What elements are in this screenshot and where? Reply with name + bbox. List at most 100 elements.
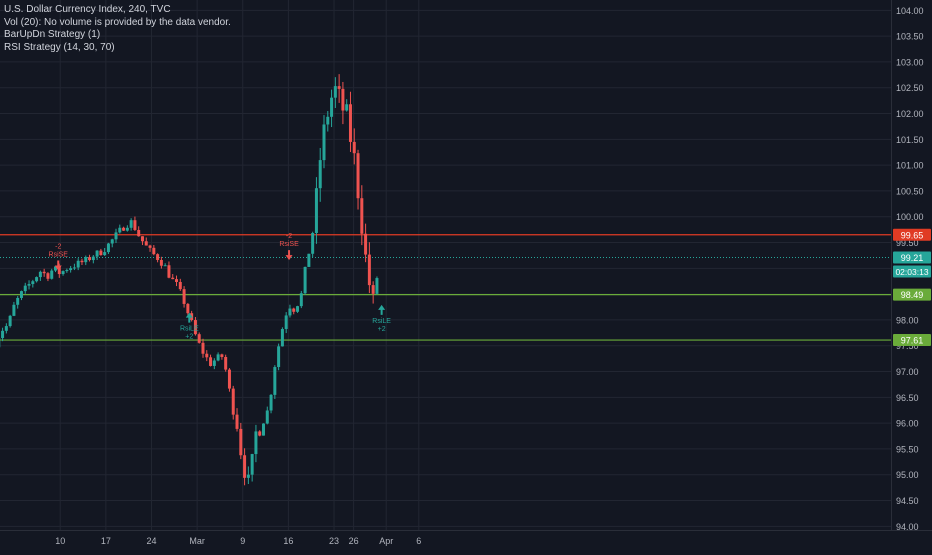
candle-body <box>224 357 227 370</box>
price-tick-label: 94.50 <box>896 496 919 506</box>
level-label-support-upper: 98.49 <box>901 290 924 300</box>
time-tick-label: 23 <box>329 536 339 546</box>
candle <box>9 315 12 328</box>
candle-body <box>357 153 360 198</box>
candle-body <box>341 89 344 111</box>
candle-body <box>258 431 261 435</box>
signal-qty: +2 <box>185 334 193 341</box>
price-tick-label: 98.00 <box>896 315 919 325</box>
candle-body <box>156 254 159 260</box>
candle-body <box>50 271 53 279</box>
candle <box>28 280 31 289</box>
candle <box>217 352 220 361</box>
candle <box>349 92 352 152</box>
legend-title[interactable]: U.S. Dollar Currency Index, 240, TVC <box>4 4 231 17</box>
candle-body <box>236 415 239 429</box>
candle-body <box>77 261 80 268</box>
candle <box>277 344 280 371</box>
candle-body <box>228 370 231 389</box>
candle <box>209 355 212 367</box>
candle <box>213 358 216 369</box>
time-tick-label: Mar <box>189 536 205 546</box>
candle-body <box>164 265 167 266</box>
candle-body <box>186 304 189 313</box>
candle <box>300 291 303 308</box>
candle-body <box>92 257 95 260</box>
candle-body <box>133 220 136 230</box>
candle <box>69 266 72 273</box>
candle <box>228 368 231 392</box>
level-label-resistance: 99.65 <box>901 230 924 240</box>
candle <box>270 394 273 413</box>
candle <box>262 423 265 435</box>
candle <box>292 308 295 315</box>
candle-body <box>345 104 348 110</box>
legend-strategy-barupdn[interactable]: BarUpDn Strategy (1) <box>4 29 231 42</box>
candle <box>31 280 34 288</box>
candle <box>201 339 204 358</box>
candle <box>236 408 239 431</box>
candle <box>73 264 76 270</box>
candle-body <box>311 233 314 254</box>
candle <box>43 269 46 277</box>
candle-body <box>217 354 220 360</box>
candle <box>118 225 121 234</box>
candle-body <box>28 284 31 286</box>
candle-body <box>5 326 8 331</box>
candle <box>372 281 375 303</box>
candle-body <box>130 220 133 228</box>
candle <box>164 263 167 266</box>
candle-body <box>65 270 68 271</box>
candle <box>62 270 65 275</box>
candle-body <box>273 367 276 395</box>
candle <box>375 276 378 294</box>
candle <box>88 255 91 262</box>
price-axis[interactable]: 94.0094.5095.0095.5096.0096.5097.0097.50… <box>891 0 932 550</box>
candle <box>20 291 23 300</box>
signal-label: RsiSE <box>279 241 299 248</box>
candle-body <box>338 86 341 89</box>
candle <box>1 328 4 341</box>
signal-arrow-down-icon <box>286 250 293 260</box>
candle-body <box>167 265 170 277</box>
candle <box>368 242 371 293</box>
signal-qty: -2 <box>55 243 61 250</box>
signal-long[interactable]: RsiLE+2 <box>180 313 199 341</box>
candle-body <box>20 291 23 298</box>
candle-body <box>1 331 4 338</box>
candle <box>224 355 227 372</box>
candle-body <box>103 252 106 255</box>
legend-volume-note[interactable]: Vol (20): No volume is provided by the d… <box>4 17 231 30</box>
candle-body <box>292 309 295 312</box>
candle-body <box>315 188 318 233</box>
candle <box>220 354 223 360</box>
candle <box>171 274 174 279</box>
candle <box>126 225 129 231</box>
price-tick-label: 95.00 <box>896 470 919 480</box>
signal-long[interactable]: RsiLE+2 <box>372 305 391 333</box>
candle-body <box>201 343 204 354</box>
candle <box>130 218 133 230</box>
candle-body <box>213 360 216 365</box>
time-tick-label: 26 <box>349 536 359 546</box>
candle <box>122 227 125 231</box>
candle <box>99 249 102 256</box>
candle <box>167 261 170 278</box>
candle <box>273 365 276 399</box>
candle-body <box>304 267 307 293</box>
price-tick-label: 102.00 <box>896 109 924 119</box>
candle <box>304 267 307 295</box>
legend-strategy-rsi[interactable]: RSI Strategy (14, 30, 70) <box>4 42 231 55</box>
candle <box>175 276 178 287</box>
candle <box>258 430 261 436</box>
candle-body <box>126 228 129 231</box>
candle-body <box>375 278 378 294</box>
candle <box>322 115 325 168</box>
candle <box>133 217 136 231</box>
candle-body <box>62 271 65 274</box>
